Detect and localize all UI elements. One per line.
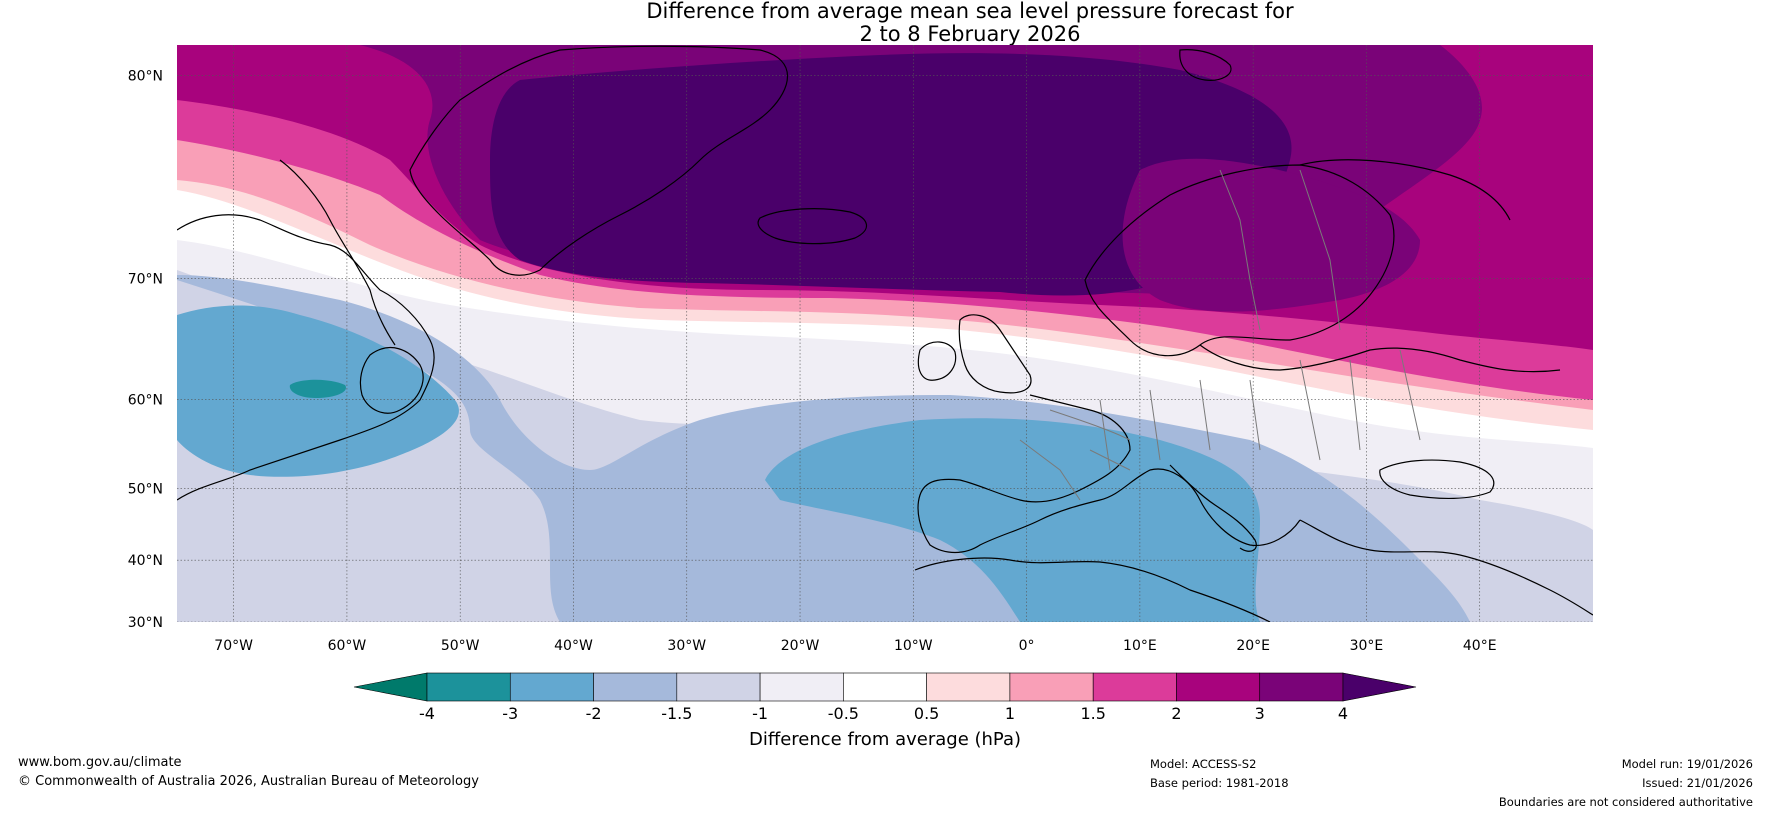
coast-svalbard [1179, 49, 1232, 81]
colorbar-swatch [509, 672, 594, 702]
latitude-label: 40°N [128, 553, 163, 569]
colorbar-tick-label: -4 [419, 704, 435, 723]
colorbar-tick-label: 3 [1255, 704, 1265, 723]
colorbar-swatch [1092, 672, 1177, 702]
footer-model-run: Model run: 19/01/2026 [1621, 757, 1753, 771]
longitude-label: 40°W [554, 638, 593, 654]
colorbar: -4 -3 -2 -1.5 -1 -0.5 0.5 1 1.5 2 3 4 [353, 672, 1417, 723]
colorbar-swatch [1259, 672, 1344, 702]
longitude-label: 20°E [1236, 638, 1270, 654]
latitude-label: 30°N [128, 615, 163, 631]
coast-scandinavia-north [1299, 159, 1511, 221]
title-line-1: Difference from average mean sea level p… [646, 0, 1294, 23]
coast-africa [914, 557, 1271, 622]
colorbar-tick-label: 1.5 [1080, 704, 1105, 723]
colorbar-swatch [426, 672, 511, 702]
colorbar-extend-low [353, 672, 428, 702]
latitude-label: 50°N [128, 481, 163, 497]
title-line-2: 2 to 8 February 2026 [859, 22, 1081, 46]
coast-italy [1169, 464, 1257, 552]
colorbar-tick-label: 1 [1005, 704, 1015, 723]
latitude-label: 80°N [128, 69, 163, 85]
anomaly-band-neg2-east [765, 418, 1260, 622]
footer-copyright: © Commonwealth of Australia 2026, Austra… [18, 774, 479, 789]
coast-newfoundland [359, 346, 424, 414]
coast-north-america [177, 214, 435, 501]
border-2 [1219, 169, 1341, 331]
border-1 [1049, 349, 1421, 471]
footer-base-period: Base period: 1981-2018 [1150, 776, 1289, 790]
coast-scandinavia [1084, 164, 1395, 357]
longitude-label: 60°W [328, 638, 367, 654]
footer-site[interactable]: www.bom.gov.au/climate [18, 755, 182, 770]
coastlines [177, 45, 1593, 622]
colorbar-tick-label: -0.5 [828, 704, 859, 723]
colorbar-swatch [926, 672, 1011, 702]
border-3 [1019, 439, 1131, 501]
colorbar-tick-label: 0.5 [914, 704, 939, 723]
coast-europe [917, 394, 1301, 554]
axis-labels: 70°W 60°W 50°W 40°W 30°W 20°W 10°W 0° 10°E 20°E 30… [128, 69, 1497, 654]
colorbar-label: Difference from average (hPa) [749, 729, 1021, 750]
latitude-label: 60°N [128, 393, 163, 409]
colorbar-swatch [1009, 672, 1094, 702]
coast-black-sea [1379, 459, 1495, 500]
longitude-label: 10°W [894, 638, 933, 654]
coast-baltic [1199, 344, 1561, 373]
longitude-label: 10°E [1123, 638, 1157, 654]
footer-disclaimer: Boundaries are not considered authoritat… [1498, 795, 1753, 809]
colorbar-tick-label: -2 [586, 704, 602, 723]
footer-model: Model: ACCESS-S2 [1150, 757, 1257, 771]
colorbar-swatch [843, 672, 927, 702]
colorbar-tick-label: 2 [1171, 704, 1181, 723]
coast-iceland [757, 208, 867, 245]
coast-greenland [409, 45, 788, 276]
anomaly-band-pos4 [490, 53, 1292, 296]
chart-title: Difference from average mean sea level p… [530, 0, 1410, 46]
colorbar-tick-label: -1.5 [661, 704, 692, 723]
country-borders [1019, 169, 1421, 501]
coast-eastern-med [1299, 519, 1593, 616]
longitude-label: 30°W [667, 638, 706, 654]
anomaly-band-pos4-east [1122, 158, 1420, 312]
longitude-label: 30°E [1350, 638, 1384, 654]
coast-labrador [279, 159, 396, 346]
longitude-label: 70°W [214, 638, 253, 654]
coast-britain [958, 314, 1032, 394]
pressure-anomaly-field [177, 45, 1593, 622]
colorbar-swatch [676, 672, 761, 702]
colorbar-extend-high [1342, 672, 1417, 702]
colorbar-tick-label: -1 [752, 704, 768, 723]
longitude-label: 0° [1019, 638, 1035, 654]
longitude-label: 50°W [441, 638, 480, 654]
colorbar-tick-label: -3 [502, 704, 518, 723]
graticule [177, 45, 1593, 622]
latitude-label: 70°N [128, 272, 163, 288]
colorbar-swatch [1176, 672, 1261, 702]
colorbar-tick-label: 4 [1338, 704, 1348, 723]
colorbar-swatch [593, 672, 678, 702]
colorbar-swatch [759, 672, 844, 702]
longitude-label: 40°E [1463, 638, 1497, 654]
anomaly-band-neg3 [289, 379, 346, 398]
coast-ireland [917, 341, 957, 381]
longitude-label: 20°W [781, 638, 820, 654]
footer-issued: Issued: 21/01/2026 [1642, 776, 1753, 790]
